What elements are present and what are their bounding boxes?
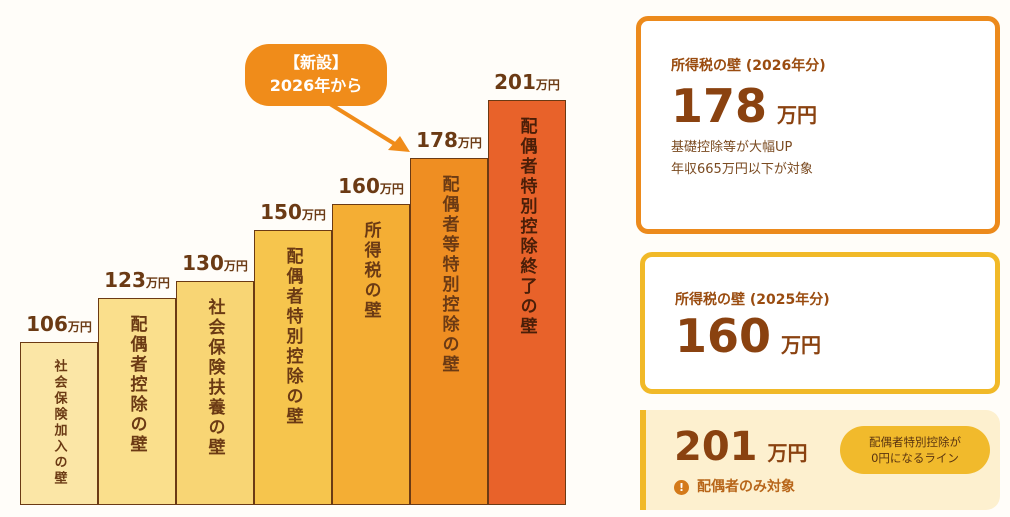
card-spouse-special-end: 201 万円 ! 配偶者のみ対象 配偶者特別控除が 0円になるライン bbox=[640, 410, 1000, 510]
card-line1: 基礎控除等が大幅UP bbox=[671, 140, 793, 155]
bar-label: 社会保険加入の壁 bbox=[51, 358, 67, 487]
pill-line1: 配偶者特別控除が bbox=[869, 435, 961, 449]
value-number: 106 bbox=[26, 311, 68, 336]
value-unit: 万円 bbox=[535, 77, 560, 92]
bar-label: 社会保険扶養の壁 bbox=[204, 297, 225, 458]
card-note: 配偶者のみ対象 bbox=[697, 479, 795, 495]
value-label: 150万円 bbox=[248, 200, 338, 224]
bar-label: 配偶者等特別控除の壁 bbox=[438, 175, 459, 376]
annotation-arrow bbox=[328, 102, 410, 152]
card-income-tax-2025: 所得税の壁 (2025年分) 160 万円 bbox=[640, 252, 1000, 394]
exclamation-icon: ! bbox=[674, 480, 689, 495]
value-unit: 万円 bbox=[67, 319, 92, 334]
value-number: 123 bbox=[104, 268, 146, 293]
value-label: 130万円 bbox=[170, 251, 260, 275]
bar-label: 配偶者特別控除の壁 bbox=[282, 246, 303, 427]
pill-line2: 0円になるライン bbox=[871, 451, 959, 465]
card-title: 所得税の壁 (2025年分) bbox=[675, 292, 830, 308]
value-unit: 万円 bbox=[457, 136, 482, 151]
value-label: 106万円 bbox=[14, 312, 104, 336]
bar-5: 配偶者等特別控除の壁 bbox=[410, 158, 488, 505]
card-value: 178 bbox=[671, 79, 768, 133]
value-label: 160万円 bbox=[326, 174, 416, 198]
annotation-bubble: 【新設】 2026年から bbox=[245, 44, 387, 106]
card-unit: 万円 bbox=[767, 441, 808, 465]
bar-4: 所得税の壁 bbox=[332, 204, 410, 505]
value-label: 123万円 bbox=[92, 268, 182, 292]
value-unit: 万円 bbox=[223, 258, 248, 273]
bar-label: 配偶者控除の壁 bbox=[126, 315, 147, 456]
value-label: 178万円 bbox=[404, 128, 494, 152]
value-number: 201 bbox=[494, 69, 536, 94]
annotation-line2: 2026年から bbox=[269, 76, 363, 95]
bar-6: 配偶者特別控除終了の壁 bbox=[488, 99, 566, 505]
bar-1: 配偶者控除の壁 bbox=[98, 298, 176, 505]
value-number: 178 bbox=[416, 128, 458, 153]
bar-3: 配偶者特別控除の壁 bbox=[254, 229, 332, 505]
bar-label: 配偶者特別控除終了の壁 bbox=[516, 116, 537, 337]
bar-2: 社会保険扶養の壁 bbox=[176, 280, 254, 505]
card-title: 所得税の壁 (2026年分) bbox=[671, 58, 826, 74]
value-number: 130 bbox=[182, 250, 224, 275]
card-value: 201 bbox=[674, 424, 758, 470]
value-number: 160 bbox=[338, 174, 380, 199]
card-line2: 年収665万円以下が対象 bbox=[671, 162, 813, 177]
value-unit: 万円 bbox=[379, 182, 404, 197]
bar-chart: 【新設】 2026年から 社会保険加入の壁 106万円 配偶者控除の壁 123万円 社会… bbox=[14, 44, 572, 505]
card-income-tax-2026: 所得税の壁 (2026年分) 178 万円 基礎控除等が大幅UP 年収665万円以… bbox=[636, 16, 1000, 234]
bar-0: 社会保険加入の壁 bbox=[20, 341, 98, 505]
value-number: 150 bbox=[260, 199, 302, 224]
info-pill: 配偶者特別控除が 0円になるライン bbox=[840, 426, 990, 474]
card-unit: 万円 bbox=[781, 333, 822, 357]
card-unit: 万円 bbox=[777, 103, 818, 127]
annotation-line1: 【新設】 bbox=[283, 53, 348, 72]
card-value: 160 bbox=[675, 309, 772, 363]
value-unit: 万円 bbox=[301, 207, 326, 222]
bar-label: 所得税の壁 bbox=[360, 221, 381, 322]
value-label: 201万円 bbox=[482, 70, 572, 94]
value-unit: 万円 bbox=[145, 276, 170, 291]
